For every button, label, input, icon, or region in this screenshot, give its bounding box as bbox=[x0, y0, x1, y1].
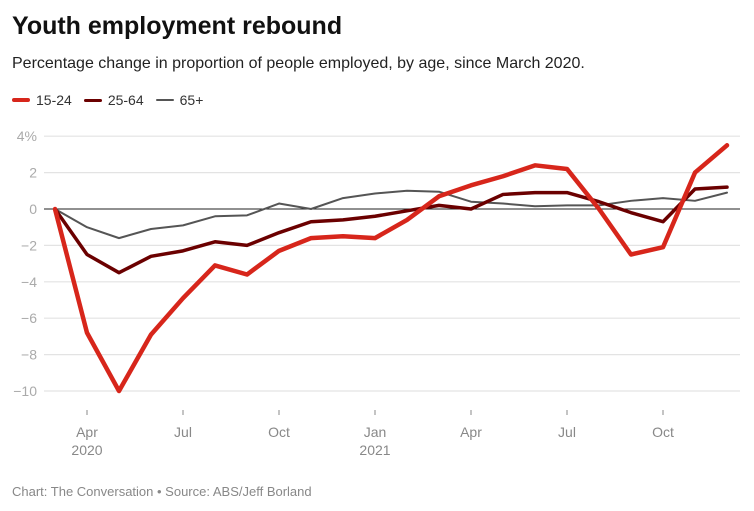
legend-label: 15-24 bbox=[36, 92, 72, 108]
x-tick-label: Jan bbox=[364, 424, 387, 440]
legend-swatch bbox=[83, 98, 102, 102]
chart-subtitle: Percentage change in proportion of peopl… bbox=[12, 55, 585, 72]
legend-label: 65+ bbox=[179, 92, 204, 108]
x-tick-label: Jul bbox=[558, 424, 576, 440]
y-tick-label: −8 bbox=[21, 347, 37, 363]
x-tick-label: Apr bbox=[76, 424, 98, 440]
legend: 15-24 25-64 65+ bbox=[12, 92, 203, 108]
x-tick-label: Jul bbox=[174, 424, 192, 440]
legend-swatch bbox=[12, 98, 30, 102]
x-tick-label: Oct bbox=[268, 424, 290, 440]
x-tick-label: Oct bbox=[652, 424, 674, 440]
y-tick-label: −6 bbox=[21, 310, 37, 326]
line-chart: 4% 2 0 −2 −4 −6 −8 −10 Apr 2020 Jul Oct Jan 2021 Apr Ju… bbox=[13, 128, 740, 458]
legend-item-65-plus: 65+ bbox=[155, 92, 204, 108]
chart-title: Youth employment rebound bbox=[12, 12, 343, 40]
legend-item-25-64: 25-64 bbox=[83, 92, 144, 108]
y-tick-label: −4 bbox=[21, 274, 37, 290]
x-tick-year-label: 2020 bbox=[71, 442, 102, 458]
chart-footer: Chart: The Conversation • Source: ABS/Je… bbox=[12, 484, 312, 499]
series-line-65-plus bbox=[54, 189, 728, 240]
y-tick-label: 4% bbox=[17, 128, 37, 144]
legend-item-15-24: 15-24 bbox=[12, 92, 72, 108]
series-line-25-64 bbox=[53, 185, 729, 275]
series-line-15-24 bbox=[52, 143, 730, 394]
y-tick-label: −2 bbox=[21, 237, 37, 253]
legend-swatch bbox=[155, 99, 174, 101]
y-tick-label: 2 bbox=[29, 165, 37, 181]
x-tick-label: Apr bbox=[460, 424, 482, 440]
legend-label: 25-64 bbox=[107, 92, 144, 108]
x-tick-year-label: 2021 bbox=[359, 442, 390, 458]
y-tick-label: 0 bbox=[29, 201, 37, 217]
y-tick-label: −10 bbox=[13, 383, 37, 399]
